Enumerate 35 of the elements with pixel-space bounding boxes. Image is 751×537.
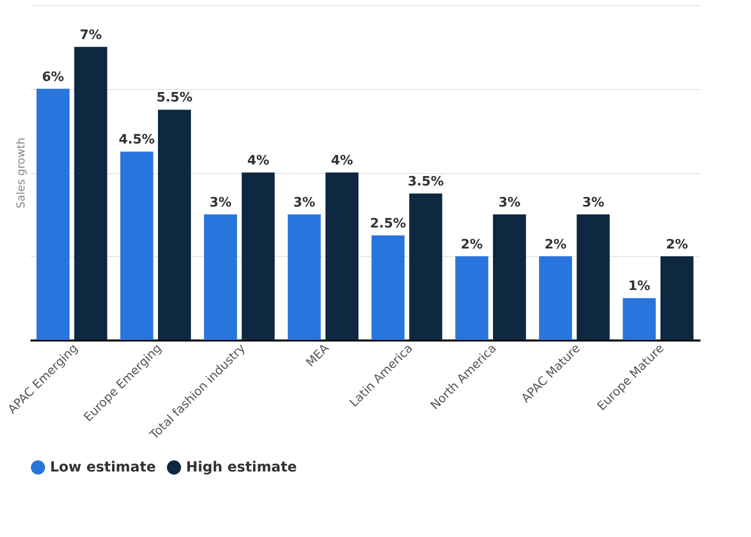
bar	[158, 110, 191, 340]
legend-label: Low estimate	[50, 459, 156, 476]
data-label: 6%	[42, 70, 64, 85]
data-label: 3%	[293, 195, 316, 210]
data-label: 4%	[247, 154, 270, 168]
data-label: 2%	[544, 237, 567, 252]
legend-label: High estimate	[186, 459, 297, 476]
data-label: 4.5%	[118, 132, 155, 148]
y-axis-title: Sales growth	[14, 137, 28, 209]
bar	[455, 256, 488, 340]
bar	[120, 152, 154, 340]
bar	[36, 88, 70, 340]
data-label: 3%	[582, 195, 604, 210]
data-label: 2%	[666, 237, 688, 252]
data-label: 3.5%	[408, 174, 444, 190]
bar	[288, 214, 321, 340]
data-label: 4%	[330, 154, 354, 168]
data-label: 5.5%	[156, 90, 192, 106]
bar	[74, 46, 108, 340]
bar	[539, 256, 572, 340]
bar	[204, 214, 238, 340]
bar	[409, 193, 442, 340]
bar	[325, 172, 358, 340]
bar	[242, 172, 275, 340]
data-label: 3%	[498, 195, 521, 210]
bar	[372, 235, 405, 340]
data-label: 2%	[460, 237, 483, 252]
data-label: 2.5%	[370, 216, 406, 232]
bar	[576, 214, 610, 340]
data-label: 7%	[80, 28, 102, 43]
bar	[622, 298, 656, 340]
data-label: 3%	[209, 195, 232, 210]
bar	[660, 256, 694, 340]
data-label: 1%	[628, 279, 650, 294]
bar	[492, 214, 526, 340]
